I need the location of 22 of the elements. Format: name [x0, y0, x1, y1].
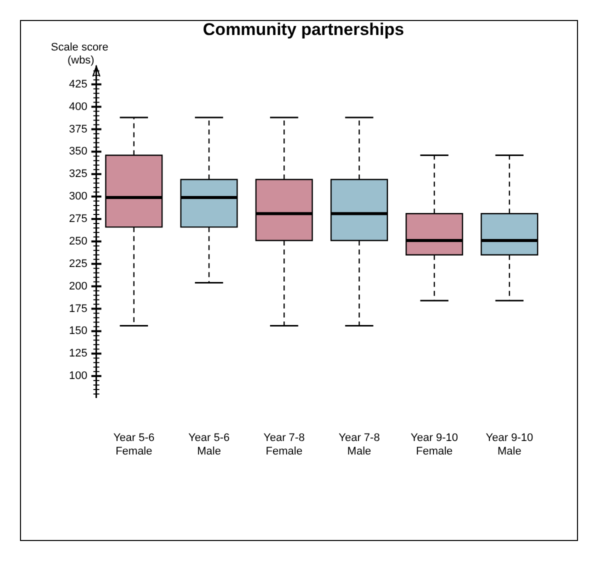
y-tick-label: 225 [68, 258, 88, 270]
x-tick-label: Year 9-10 Male [486, 432, 534, 458]
x-tick-label: Year 9-10 Female [410, 432, 458, 458]
x-tick-label: Year 5-6 Male [188, 432, 230, 458]
y-tick-label: 200 [68, 280, 88, 292]
y-tick-label: 325 [68, 168, 88, 180]
y-tick-label: 150 [68, 325, 88, 338]
y-tick-label: 350 [68, 146, 88, 158]
y-tick-label: 375 [68, 123, 88, 136]
y-tick-label: 425 [68, 78, 88, 90]
y-tick-label: 125 [68, 348, 88, 360]
x-tick-label: Year 7-8 Male [338, 432, 380, 458]
chart-title: Community partnerships [202, 20, 404, 39]
y-tick-label: 400 [68, 100, 88, 113]
x-tick-label: Year 5-6 Female [113, 432, 154, 458]
y-tick-label: 275 [68, 213, 88, 226]
y-tick-label: 300 [68, 190, 88, 203]
y-tick-label: 250 [68, 235, 88, 248]
y-axis-title: Scale score (wbs) [50, 41, 108, 66]
x-tick-label: Year 7-8 Female [264, 432, 305, 458]
y-tick-label: 100 [68, 370, 88, 382]
y-tick-label: 175 [68, 302, 88, 315]
